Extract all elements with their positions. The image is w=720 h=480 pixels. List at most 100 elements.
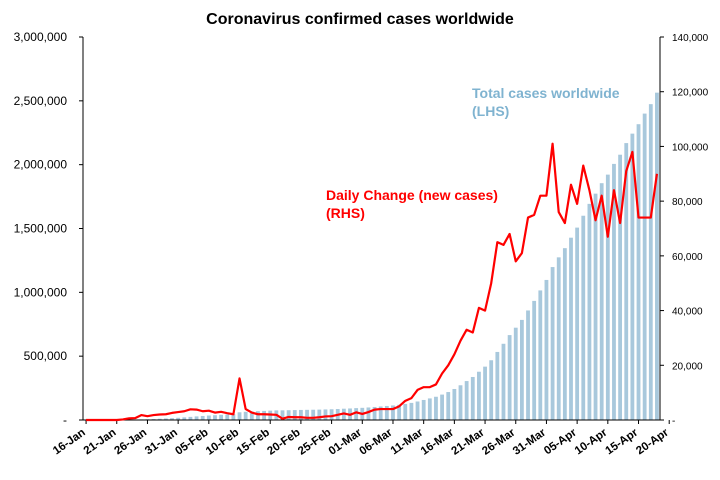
daily-point-38 [319,417,320,418]
bar-total-54 [416,401,420,420]
daily-point-8 [135,417,136,418]
daily-point-24 [233,414,234,415]
daily-point-83 [595,220,596,221]
left-tick-label-2: 1,000,000 [14,285,68,299]
daily-point-78 [564,222,565,223]
daily-point-81 [583,165,584,166]
daily-point-35 [300,417,301,418]
daily-point-43 [349,414,350,415]
daily-point-50 [392,408,393,409]
bar-total-64 [477,372,481,420]
bar-total-76 [551,267,555,420]
x-tick-label-18: 15-Apr [604,426,641,457]
bar-total-83 [594,194,598,420]
right-tick-label-4: 80,000 [672,197,703,208]
daily-point-86 [613,190,614,191]
x-tick-label-8: 25-Feb [296,427,333,458]
bar-total-79 [569,238,573,420]
right-tick-label-6: 120,000 [672,88,709,99]
bar-total-71 [520,320,524,420]
bar-total-29 [262,411,266,420]
daily-point-74 [540,195,541,196]
daily-point-56 [429,387,430,388]
daily-point-27 [251,412,252,413]
bar-series-total [84,93,659,420]
daily-point-79 [570,184,571,185]
daily-point-88 [626,170,627,171]
daily-point-17 [190,409,191,410]
x-tick-label-1: 21-Jan [82,427,119,458]
bar-total-75 [545,280,549,420]
bar-total-34 [293,410,297,420]
right-tick-label-1: 20,000 [672,361,703,372]
daily-point-25 [239,378,240,379]
bar-total-70 [514,328,518,420]
daily-point-87 [620,222,621,223]
daily-point-16 [184,411,185,412]
daily-point-62 [466,329,467,330]
daily-point-57 [435,384,436,385]
daily-point-77 [558,211,559,212]
x-tick-label-7: 20-Feb [265,427,302,458]
bar-total-20 [207,416,211,420]
daily-point-22 [221,411,222,412]
bar-total-56 [428,398,432,420]
daily-point-13 [165,414,166,415]
daily-point-90 [638,217,639,218]
daily-point-40 [331,416,332,417]
daily-point-89 [632,151,633,152]
bar-total-33 [287,410,291,420]
daily-point-65 [484,310,485,311]
daily-point-47 [374,409,375,410]
bar-total-66 [489,360,493,420]
daily-point-31 [276,414,277,415]
bar-total-68 [502,344,506,420]
x-tick-label-6: 15-Feb [235,427,272,458]
right-tick-label-7: 140,000 [672,33,709,44]
bar-total-63 [471,377,475,420]
x-tick-label-13: 21-Mar [450,426,488,457]
bar-total-26 [244,412,248,420]
daily-point-10 [147,416,148,417]
daily-point-73 [534,214,535,215]
chart-title: Coronavirus confirmed cases worldwide [206,11,514,28]
x-tick-label-11: 11-Mar [389,426,426,457]
annotation-daily-line1: Daily Change (new cases) [326,187,498,203]
daily-point-30 [270,414,271,415]
daily-point-39 [325,416,326,417]
daily-point-34 [294,417,295,418]
daily-point-33 [288,416,289,417]
daily-point-55 [423,387,424,388]
daily-point-51 [399,406,400,407]
left-tick-label-4: 2,000,000 [14,158,68,172]
daily-point-70 [515,261,516,262]
daily-point-1 [92,419,93,420]
daily-point-61 [460,340,461,341]
bar-total-23 [225,415,229,421]
daily-point-32 [282,418,283,419]
daily-point-4 [110,419,111,420]
x-tick-label-15: 31-Mar [511,426,549,457]
right-tick-label-2: 40,000 [672,307,703,318]
bar-total-52 [403,404,407,420]
daily-point-76 [552,143,553,144]
daily-point-20 [208,410,209,411]
daily-point-9 [141,414,142,415]
daily-point-66 [491,283,492,284]
bar-total-67 [495,352,499,420]
right-tick-label-0: - [672,416,675,427]
bar-total-84 [600,183,604,420]
x-tick-label-2: 26-Jan [112,427,149,458]
bar-total-25 [238,412,242,420]
left-axis: -500,0001,000,0001,500,0002,000,0002,500… [14,30,83,427]
daily-point-75 [546,195,547,196]
bar-total-81 [581,216,585,420]
daily-point-41 [337,414,338,415]
daily-point-6 [122,419,123,420]
daily-point-53 [411,398,412,399]
bar-total-21 [213,415,217,420]
daily-point-64 [478,307,479,308]
daily-point-52 [405,400,406,401]
daily-point-69 [509,233,510,234]
bar-total-53 [410,403,414,420]
